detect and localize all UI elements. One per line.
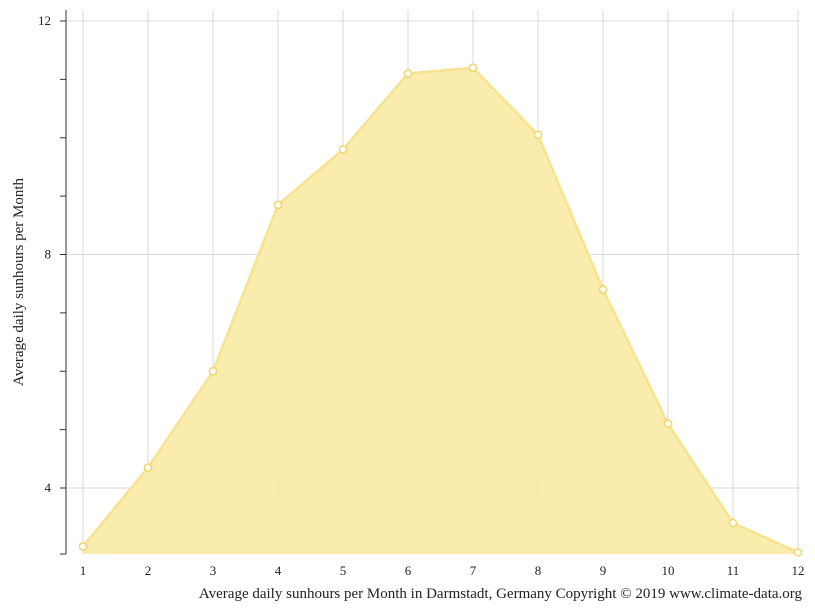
data-point-month-3 <box>208 366 218 376</box>
x-tick-label-5: 5 <box>340 563 347 578</box>
data-point-month-10 <box>663 419 673 429</box>
y-tick-label-8: 8 <box>45 247 52 262</box>
data-point-month-4 <box>273 200 283 210</box>
data-point-month-5 <box>338 145 348 154</box>
x-tick-label-9: 9 <box>600 563 607 578</box>
x-tick-label-4: 4 <box>275 563 282 578</box>
x-tick-label-10: 10 <box>662 563 675 578</box>
data-point-month-12 <box>793 547 803 557</box>
chart-caption: Average daily sunhours per Month in Darm… <box>199 586 803 602</box>
x-tick-label-6: 6 <box>405 563 412 578</box>
data-point-month-9 <box>598 285 608 294</box>
x-tick-label-2: 2 <box>145 563 152 578</box>
y-tick-label-12: 12 <box>38 13 51 28</box>
data-point-month-1 <box>78 542 88 551</box>
data-point-month-11 <box>728 518 738 528</box>
x-tick-label-12: 12 <box>792 563 805 578</box>
area-fill <box>83 67 798 554</box>
marker-layer <box>78 63 803 557</box>
data-point-month-8 <box>533 130 543 140</box>
x-tick-label-3: 3 <box>210 563 217 578</box>
x-tick-label-1: 1 <box>80 563 87 578</box>
axis-layer <box>60 10 67 555</box>
x-tick-label-11: 11 <box>727 563 740 578</box>
area-layer <box>82 66 799 554</box>
data-point-month-2 <box>143 463 153 472</box>
data-point-month-7 <box>468 63 478 73</box>
area-line <box>82 66 799 554</box>
y-tick-label-4: 4 <box>45 480 52 495</box>
y-axis-title: Average daily sunhours per Month <box>11 178 27 387</box>
data-point-month-6 <box>403 69 413 78</box>
x-tick-label-7: 7 <box>470 563 477 578</box>
x-tick-label-8: 8 <box>535 563 542 578</box>
